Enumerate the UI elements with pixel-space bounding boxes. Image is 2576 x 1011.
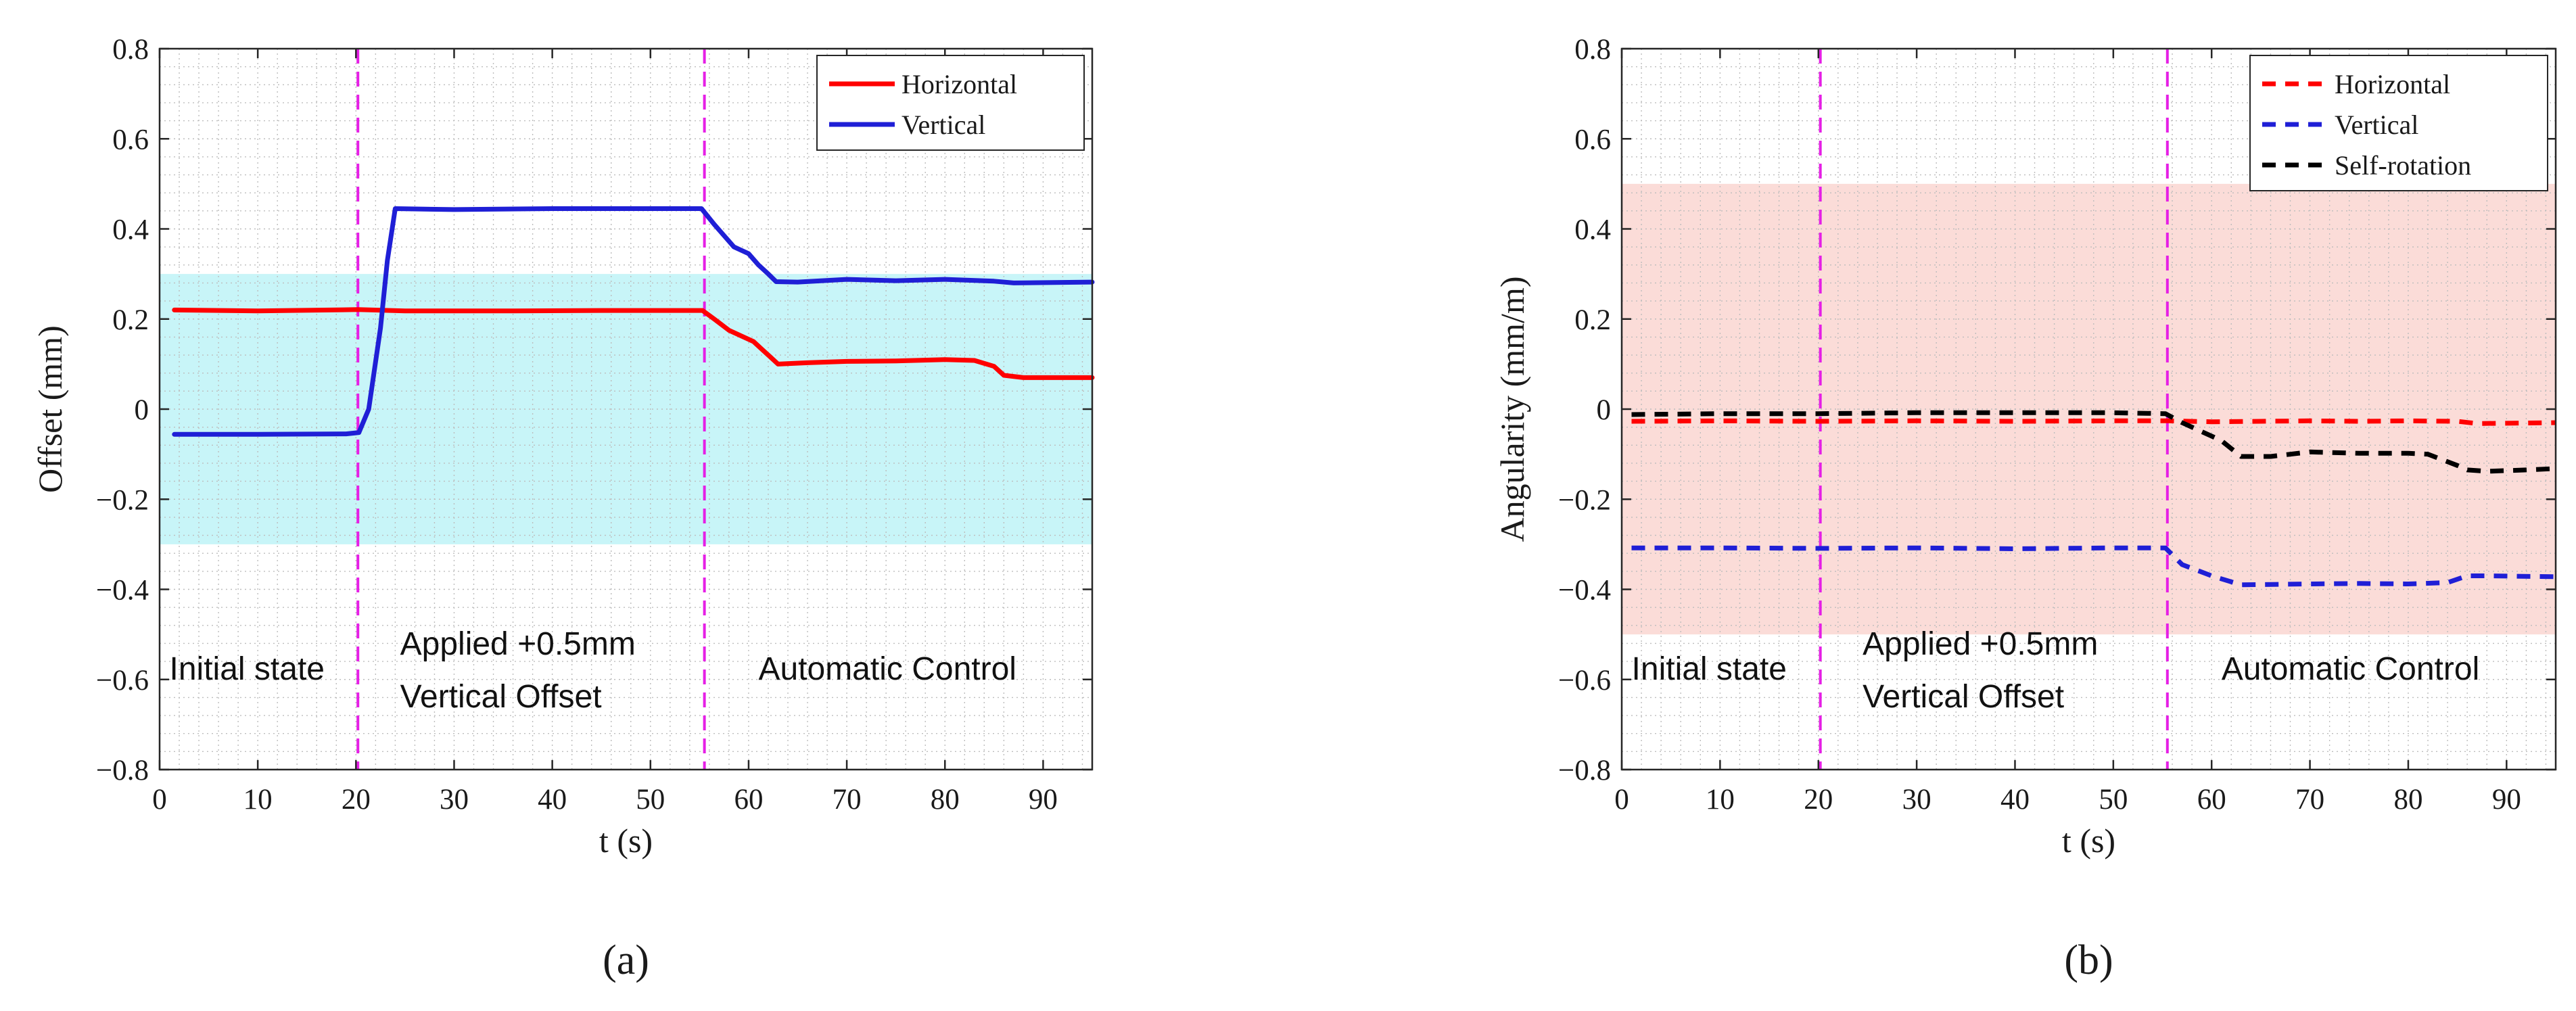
- x-tick-label: 20: [1804, 784, 1833, 816]
- x-tick-label: 50: [2099, 784, 2128, 816]
- x-tick-label: 70: [833, 784, 862, 816]
- y-tick-label: 0.2: [112, 304, 149, 336]
- y-axis-label: Angularity (mm/m): [1493, 277, 1531, 542]
- legend: Horizontal Vertical Self-rotation: [2249, 55, 2548, 191]
- phase-annotation: Initial state: [170, 651, 325, 687]
- x-tick-label: 10: [1706, 784, 1735, 816]
- phase-annotation: Applied +0.5mm: [400, 626, 636, 662]
- x-tick-label: 90: [2492, 784, 2521, 816]
- legend-label: Horizontal: [2335, 69, 2450, 99]
- x-axis-label: t (s): [599, 822, 653, 860]
- tolerance-band: [160, 274, 1092, 544]
- x-tick-label: 30: [440, 784, 469, 816]
- x-tick-label: 0: [1614, 784, 1629, 816]
- y-tick-label: −0.6: [96, 665, 149, 697]
- legend-box: [2249, 55, 2548, 191]
- panel-label: (a): [603, 937, 649, 983]
- y-tick-label: −0.4: [96, 575, 149, 607]
- y-tick-label: 0.4: [1574, 214, 1611, 246]
- x-tick-label: 70: [2295, 784, 2324, 816]
- y-tick-label: −0.8: [96, 755, 149, 786]
- x-tick-label: 30: [1902, 784, 1931, 816]
- series-line-horizontal: [1631, 418, 2556, 426]
- legend: Horizontal Vertical: [816, 55, 1085, 151]
- phase-annotation: Initial state: [1632, 651, 1787, 687]
- series-line-self-rotation: [1631, 410, 2556, 474]
- y-tick-label: −0.4: [1558, 575, 1611, 607]
- x-axis-label: t (s): [2062, 822, 2115, 860]
- tolerance-band: [1622, 183, 2556, 635]
- x-tick-label: 60: [734, 784, 763, 816]
- phase-annotation: Automatic Control: [2222, 651, 2480, 687]
- series-line-vertical: [1631, 545, 2556, 588]
- y-tick-label: −0.6: [1558, 665, 1611, 697]
- legend-box: [816, 55, 1085, 151]
- x-tick-label: 80: [2393, 784, 2422, 816]
- series-line-horizontal: [172, 307, 1095, 380]
- legend-label: Self-rotation: [2335, 150, 2471, 181]
- chart-panel-a: 0 10 20 30 40 50 60 70 80 90 0.8 0.6 0.4 0.2 0 −0.2 −0.4…: [31, 34, 1095, 983]
- legend-label: Vertical: [2335, 110, 2418, 140]
- y-tick-label: −0.8: [1558, 755, 1611, 786]
- panel-label: (b): [2064, 937, 2113, 983]
- y-tick-label: 0.6: [1574, 124, 1611, 156]
- phase-annotation: Vertical Offset: [1863, 679, 2064, 715]
- phase-annotation: Applied +0.5mm: [1863, 626, 2098, 662]
- x-tick-label: 50: [636, 784, 665, 816]
- y-tick-label: 0.4: [112, 214, 149, 246]
- y-tick-label: 0: [135, 394, 149, 426]
- y-tick-label: −0.2: [96, 484, 149, 516]
- y-tick-label: −0.2: [1558, 484, 1611, 516]
- x-tick-label: 40: [538, 784, 567, 816]
- legend-label: Vertical: [901, 110, 985, 140]
- y-tick-label: 0.8: [112, 34, 149, 66]
- y-tick-label: 0.2: [1574, 304, 1611, 336]
- x-tick-label: 10: [243, 784, 273, 816]
- grid: [1622, 49, 2556, 770]
- phase-annotation: Automatic Control: [758, 651, 1016, 687]
- x-tick-label: 0: [152, 784, 167, 816]
- x-tick-label: 80: [931, 784, 960, 816]
- x-tick-label: 40: [2000, 784, 2030, 816]
- x-tick-label: 20: [342, 784, 371, 816]
- x-tick-label: 60: [2197, 784, 2226, 816]
- y-tick-label: 0: [1597, 394, 1612, 426]
- y-axis-label: Offset (mm): [31, 325, 69, 493]
- y-tick-label: 0.8: [1574, 34, 1611, 66]
- chart-panel-b: 0 10 20 30 40 50 60 70 80 90 0.8 0.6 0.4 0.2 0 −0.2 −0.4…: [1493, 34, 2557, 983]
- phase-annotation: Vertical Offset: [400, 679, 602, 715]
- legend-label: Horizontal: [901, 69, 1017, 99]
- y-tick-label: 0.6: [112, 124, 149, 156]
- series-line-vertical: [172, 206, 1095, 437]
- x-tick-label: 90: [1029, 784, 1058, 816]
